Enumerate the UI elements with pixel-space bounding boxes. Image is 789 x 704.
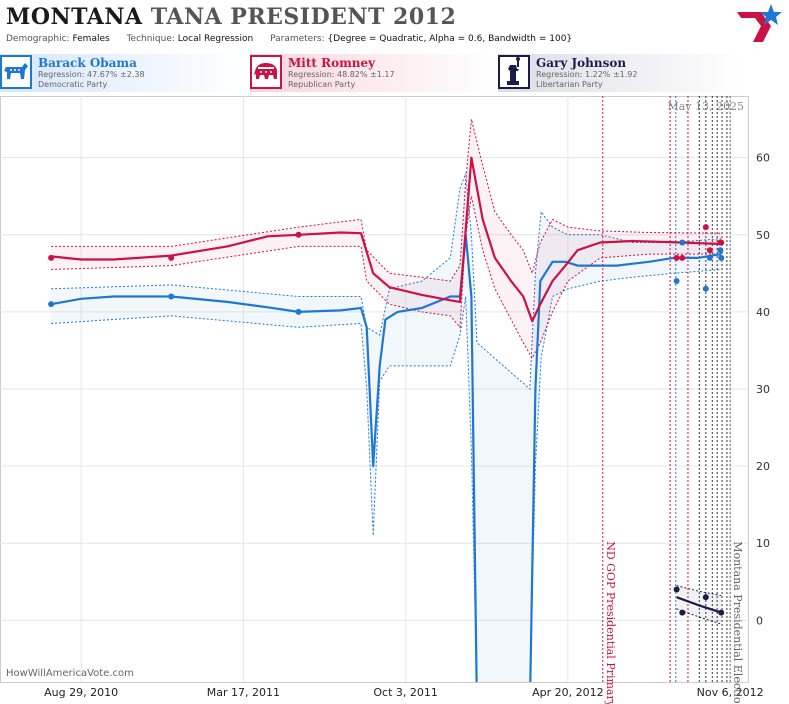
y-tick-label: 20 <box>756 460 770 473</box>
technique-value: Local Regression <box>177 34 254 44</box>
x-tick-label: Aug 29, 2010 <box>44 686 118 699</box>
title-state: MONTANA <box>6 4 143 30</box>
poll-point <box>718 254 725 261</box>
statue-of-liberty-icon <box>498 55 530 89</box>
elephant-icon <box>250 55 282 89</box>
poll-point <box>706 254 713 261</box>
y-tick-label: 0 <box>756 614 763 627</box>
poll-point <box>168 293 175 300</box>
poll-point <box>673 278 680 285</box>
event-lines <box>669 96 728 682</box>
demographic-value: Females <box>72 34 110 44</box>
poll-point <box>718 609 725 616</box>
x-tick-label: Mar 17, 2011 <box>207 686 280 699</box>
poll-point <box>702 594 709 601</box>
title-rest: TANA PRESIDENT 2012 <box>150 4 457 30</box>
donkey-icon <box>0 55 32 89</box>
lower-bound-line <box>51 196 722 360</box>
candidate-party: Libertarian Party <box>536 80 603 89</box>
demographic-label: Demographic: <box>6 34 70 44</box>
regression-line <box>50 156 722 323</box>
x-tick-label: Apr 20, 2012 <box>532 686 604 699</box>
poll-point <box>718 239 725 246</box>
poll-chart: 0 10 20 30 40 50 60 Aug 29, 2010 Mar 17, 2011 Oc… <box>0 96 770 704</box>
candidate-regression: Regression: 1.22% ±1.92 <box>536 70 638 79</box>
poll-point <box>679 609 686 616</box>
x-tick-label: Oct 3, 2011 <box>373 686 438 699</box>
candidate-party: Republican Party <box>288 80 356 89</box>
candidate-party: Democratic Party <box>38 80 108 89</box>
annotation-label: ND GOP Presidential Primary <box>604 541 617 704</box>
poll-point <box>673 586 680 593</box>
lower-bound-line <box>51 269 722 682</box>
technique-label: Technique: <box>126 34 175 44</box>
candidate-panel-romney: Mitt Romney Regression: 48.82% ±1.17 Rep… <box>250 54 495 92</box>
poll-point <box>295 308 302 315</box>
poll-point <box>702 224 709 231</box>
poll-point <box>679 239 686 246</box>
y-tick-label: 40 <box>756 306 770 319</box>
y-tick-label: 10 <box>756 537 770 550</box>
annotations: ND GOP Presidential Primary Montana Presi… <box>602 96 744 704</box>
confidence-band <box>51 119 722 359</box>
candidate-name: Mitt Romney <box>288 56 376 70</box>
parameters-label: Parameters: <box>270 34 325 44</box>
upper-bound-line <box>676 585 722 597</box>
candidate-regression: Regression: 47.67% ±2.38 <box>38 70 145 79</box>
upper-bound-line <box>51 118 722 282</box>
candidate-panel-obama: Barack Obama Regression: 47.67% ±2.38 De… <box>0 54 245 92</box>
parameters-line: Demographic: Females Technique: Local Re… <box>6 34 586 44</box>
x-axis-ticks: Aug 29, 2010 Mar 17, 2011 Oct 3, 2011 Apr 2… <box>44 686 763 699</box>
candidate-panel-johnson: Gary Johnson Regression: 1.22% ±1.92 Lib… <box>498 54 743 92</box>
poll-point <box>717 247 724 254</box>
watermark: HowWillAmericaVote.com <box>6 668 134 679</box>
candidate-name: Barack Obama <box>38 56 137 70</box>
poll-points <box>48 224 725 616</box>
poll-point <box>702 285 709 292</box>
regression-line <box>676 596 722 614</box>
regression-lines <box>50 156 722 682</box>
poll-point <box>706 247 713 254</box>
y-tick-label: 50 <box>756 229 770 242</box>
date-stamp: May 13, 2025 <box>667 100 744 113</box>
annotation-label: Montana Presidential Election <box>731 541 744 704</box>
poll-point <box>48 301 55 308</box>
poll-point <box>679 254 686 261</box>
poll-point <box>673 254 680 261</box>
site-logo-icon <box>737 4 782 42</box>
y-tick-label: 60 <box>756 152 770 165</box>
page-title: MONTANA TANA PRESIDENT 2012 <box>6 4 456 30</box>
x-tick-label: Nov 6, 2012 <box>697 686 764 699</box>
poll-point <box>168 254 175 261</box>
poll-point <box>295 231 302 238</box>
candidate-name: Gary Johnson <box>536 56 627 70</box>
regression-line <box>50 233 722 682</box>
candidate-regression: Regression: 48.82% ±1.17 <box>288 70 395 79</box>
y-axis-ticks: 0 10 20 30 40 50 60 <box>756 152 770 628</box>
poll-point <box>48 254 55 261</box>
parameters-value: {Degree = Quadratic, Alpha = 0.6, Bandwi… <box>327 34 573 44</box>
y-tick-label: 30 <box>756 383 770 396</box>
